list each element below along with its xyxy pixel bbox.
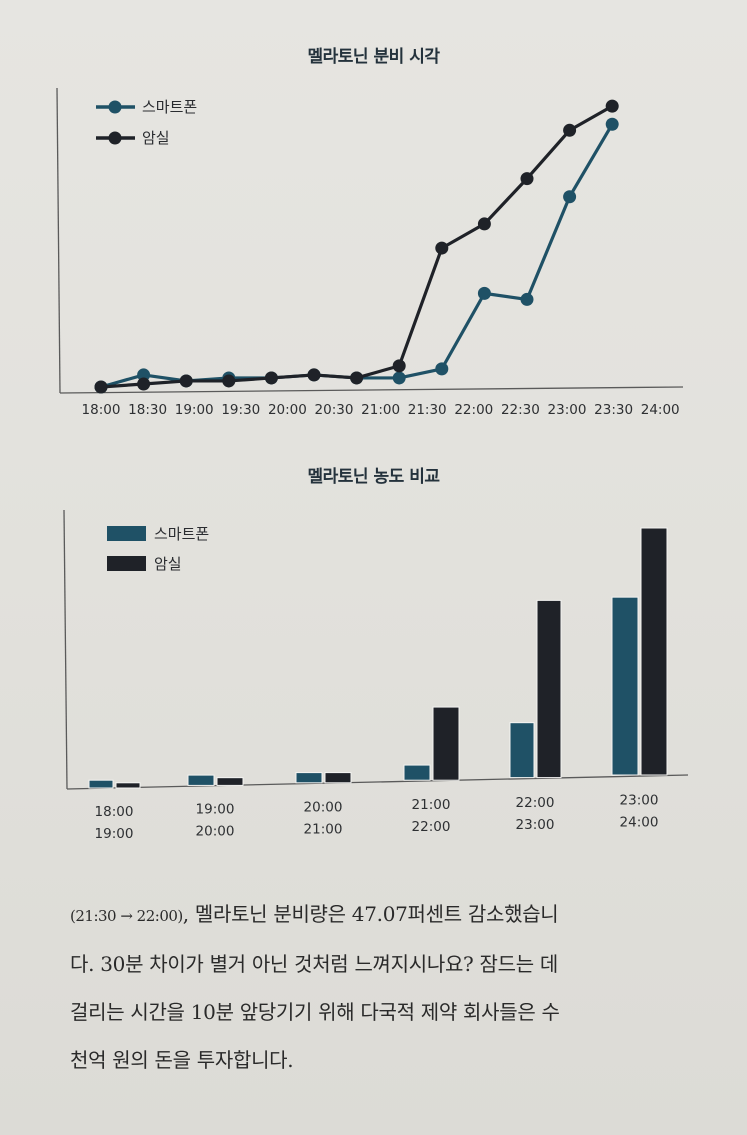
paragraph-line-1-text: , 멜라토닌 분비량은 47.07퍼센트 감소했습니	[182, 902, 559, 926]
x-tick-label: 18:30	[128, 402, 167, 418]
x-tick-label: 18:00	[95, 804, 134, 820]
smartphone-point	[137, 368, 151, 382]
smartphone-bar	[295, 772, 323, 784]
paragraph-line-3: 걸리는 시간을 10분 앞당기기 위해 다국적 제약 회사들은 수	[70, 1000, 560, 1024]
dark-room-point	[520, 172, 534, 186]
dark-room-bar	[115, 782, 141, 789]
dark-room-bar	[536, 599, 562, 779]
smartphone-bar	[403, 764, 431, 781]
legend-marker-icon	[108, 131, 122, 145]
dark-room-point	[435, 241, 449, 255]
x-tick-label: 21:00	[412, 797, 451, 813]
x-tick-label: 19:00	[196, 802, 235, 818]
dark-room-point	[350, 371, 364, 385]
dark-room-point	[264, 371, 278, 385]
dark-room-point	[94, 380, 108, 394]
x-tick-label: 24:00	[641, 402, 680, 418]
x-tick-label: 23:00	[516, 817, 555, 833]
legend-label: 암실	[142, 129, 170, 147]
dark-room-bar	[640, 527, 668, 776]
x-tick-label: 23:00	[620, 793, 659, 809]
smartphone-bar	[509, 722, 535, 779]
x-tick-label: 20:00	[196, 824, 235, 840]
legend-marker-icon	[108, 100, 122, 114]
body-paragraph: (21:30 → 22:00), 멜라토닌 분비량은 47.07퍼센트 감소했습…	[70, 890, 710, 1084]
smartphone-point	[477, 286, 491, 300]
x-axis	[66, 774, 689, 790]
x-axis	[59, 386, 684, 394]
dark-room-point	[222, 374, 236, 388]
smartphone-point	[392, 371, 406, 385]
x-tick-label: 20:00	[304, 799, 343, 815]
legend-swatch-icon	[107, 526, 146, 541]
dark-room-bar	[216, 777, 244, 786]
dark-room-bar	[324, 772, 352, 784]
dark-room-point	[137, 377, 151, 391]
bar-chart: 18:00 19:00 19:00 20:00 20:00 21:00 21:00 22:00…	[63, 509, 689, 842]
smartphone-point	[563, 190, 577, 204]
legend-smartphone: 스마트폰	[107, 525, 209, 543]
x-tick-label: 24:00	[620, 815, 659, 831]
dark-room-point	[392, 359, 406, 373]
smartphone-bar	[88, 779, 114, 789]
x-tick-label: 22:00	[412, 819, 451, 835]
x-tick-label: 23:00	[548, 402, 587, 418]
dark-room-point	[605, 99, 619, 113]
x-tick-label: 22:00	[516, 795, 555, 811]
legend-dark-room: 암실	[96, 129, 170, 147]
legend-swatch-icon	[107, 556, 146, 571]
time-range-note: (21:30 → 22:00)	[70, 907, 183, 925]
x-tick-label: 19:30	[221, 402, 260, 418]
bar-chart-title: 멜라토닌 농도 비교	[307, 467, 440, 487]
x-tick-label: 21:00	[304, 821, 343, 837]
legend-label: 스마트폰	[142, 98, 197, 116]
x-tick-label: 19:00	[95, 826, 134, 842]
x-tick-label: 22:30	[501, 402, 540, 418]
x-tick-label: 18:00	[82, 402, 121, 418]
dark-room-point	[563, 123, 577, 137]
smartphone-point	[520, 292, 534, 306]
x-tick-label: 21:30	[408, 402, 447, 418]
y-axis	[63, 509, 68, 790]
x-tick-label: 20:00	[268, 402, 307, 418]
legend-dark-room: 암실	[107, 555, 182, 573]
paragraph-line-4: 천억 원의 돈을 투자합니다.	[70, 1048, 294, 1072]
x-tick-label: 19:00	[175, 402, 214, 418]
smartphone-point	[605, 117, 619, 131]
smartphone-point	[435, 362, 449, 376]
legend-smartphone: 스마트폰	[96, 98, 197, 116]
x-tick-label: 23:30	[594, 402, 633, 418]
smartphone-bar	[187, 774, 215, 786]
y-axis	[56, 87, 61, 394]
line-chart: 18:00 18:30 19:00 19:30 20:00 20:30 21:00 21:30…	[56, 87, 684, 418]
line-chart-title: 멜라토닌 분비 시각	[307, 47, 440, 67]
x-tick-label: 20:30	[315, 402, 354, 418]
legend-label: 암실	[154, 555, 182, 573]
legend-label: 스마트폰	[154, 525, 209, 543]
dark-room-point	[477, 217, 491, 231]
paragraph-line-1: (21:30 → 22:00), 멜라토닌 분비량은 47.07퍼센트 감소했습…	[70, 890, 710, 940]
paragraph-line-2: 다. 30분 차이가 별거 아닌 것처럼 느껴지시나요? 잠드는 데	[70, 952, 558, 976]
dark-room-point	[179, 374, 193, 388]
x-tick-label: 21:00	[361, 402, 400, 418]
smartphone-bar	[611, 596, 639, 776]
dark-room-point	[307, 368, 321, 382]
dark-room-bar	[432, 706, 460, 781]
x-tick-label: 22:00	[454, 402, 493, 418]
